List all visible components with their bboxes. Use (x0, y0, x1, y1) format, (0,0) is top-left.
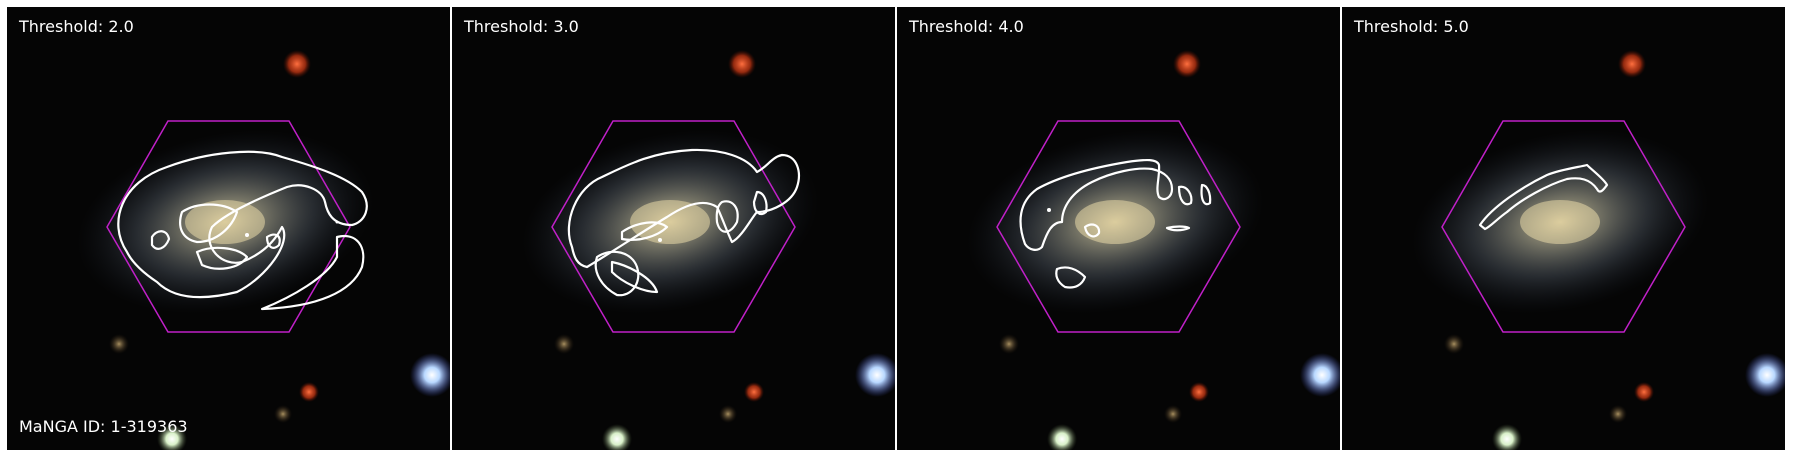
foreground-star (283, 50, 311, 78)
galaxy-panel-1: Threshold: 2.0 MaNGA ID: 1-319363 (7, 7, 450, 450)
ifu-hexagon (551, 120, 796, 333)
galaxy-panel-2: Threshold: 3.0 (452, 7, 895, 450)
threshold-label: Threshold: 4.0 (909, 17, 1024, 36)
background-galaxy (1164, 405, 1182, 423)
contour-dot (245, 233, 249, 237)
ifu-hexagon (996, 120, 1241, 333)
contour-line (150, 230, 171, 250)
contour-dot (335, 220, 339, 224)
foreground-star (157, 424, 187, 450)
contour-group (117, 150, 368, 311)
ifu-hexagon (1441, 120, 1686, 333)
galaxy-image-4 (1342, 7, 1785, 450)
foreground-star (744, 382, 764, 402)
contour-group (567, 148, 800, 297)
contour-line (195, 246, 249, 270)
contour-line (260, 234, 365, 311)
foreground-star (602, 424, 632, 450)
threshold-label: Threshold: 2.0 (19, 17, 134, 36)
contour-line (1478, 163, 1609, 231)
background-galaxy (999, 334, 1019, 354)
background-galaxy (1609, 405, 1627, 423)
contour-line (610, 260, 659, 294)
contour-line (752, 190, 768, 216)
galaxy-image-2 (452, 7, 895, 450)
background-galaxy (1444, 334, 1464, 354)
galaxy-panel-4: Threshold: 5.0 (1342, 7, 1785, 450)
contour-line (1200, 183, 1212, 206)
galaxy-bulge (185, 200, 265, 244)
foreground-star (410, 353, 450, 397)
galaxy-bulge (1075, 200, 1155, 244)
contour-line (620, 221, 669, 241)
galaxy-bulge (1520, 200, 1600, 244)
contour-line (1177, 185, 1193, 206)
contour-line (715, 200, 739, 233)
foreground-star (1189, 382, 1209, 402)
threshold-label: Threshold: 3.0 (464, 17, 579, 36)
background-galaxy (719, 405, 737, 423)
contour-line (567, 148, 800, 269)
manga-id-label: MaNGA ID: 1-319363 (19, 417, 188, 436)
background-galaxy (274, 405, 292, 423)
galaxy-panel-3: Threshold: 4.0 (897, 7, 1340, 450)
ifu-hexagon (106, 120, 351, 333)
contour-line (1055, 266, 1087, 289)
galaxy-image-3 (897, 7, 1340, 450)
foreground-star (1618, 50, 1646, 78)
contour-line (179, 203, 239, 244)
foreground-star (1047, 424, 1077, 450)
contour-dot (1047, 208, 1051, 212)
foreground-star (728, 50, 756, 78)
threshold-label: Threshold: 5.0 (1354, 17, 1469, 36)
contour-line (117, 150, 368, 299)
foreground-star (1745, 353, 1785, 397)
foreground-star (299, 382, 319, 402)
contour-line (1019, 158, 1174, 251)
foreground-star (1173, 50, 1201, 78)
galaxy-image-1 (7, 7, 450, 450)
background-galaxy (554, 334, 574, 354)
foreground-star (855, 353, 895, 397)
contour-line (1083, 223, 1101, 238)
contour-group (1478, 163, 1609, 231)
contour-line (1165, 225, 1191, 232)
contour-group (1019, 158, 1212, 289)
foreground-star (1300, 353, 1340, 397)
galaxy-bulge (630, 200, 710, 244)
foreground-star (1634, 382, 1654, 402)
background-galaxy (109, 334, 129, 354)
contour-dot (658, 238, 662, 242)
contour-line (265, 233, 281, 249)
foreground-star (1492, 424, 1522, 450)
